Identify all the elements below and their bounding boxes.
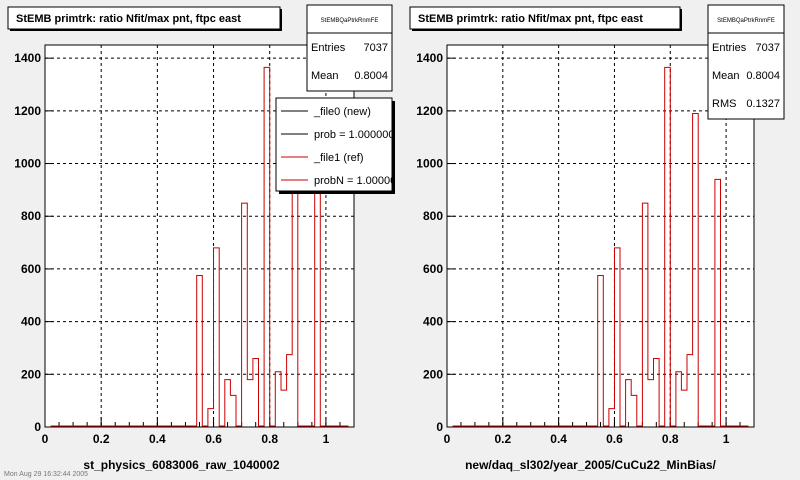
stats-row-label: Entries bbox=[311, 42, 346, 54]
y-tick-label: 400 bbox=[423, 315, 443, 329]
stats-row-label: Mean bbox=[712, 70, 740, 82]
legend-label: prob = 1.000000 bbox=[314, 129, 394, 141]
x-tick-label: 0.4 bbox=[550, 432, 567, 446]
x-tick-label: 0.6 bbox=[606, 432, 623, 446]
stats-row-value: 0.8004 bbox=[746, 70, 780, 82]
x-tick-label: 0.8 bbox=[261, 432, 278, 446]
stats-row-label: Mean bbox=[311, 70, 339, 82]
y-tick-label: 0 bbox=[436, 420, 443, 434]
y-tick-label: 1400 bbox=[14, 51, 41, 65]
left-pad: 0 200 400 600 800 1000 1200 1400 0 0.2 0.4 0.6 0.8 1 s… bbox=[7, 4, 402, 472]
x-tick-label: 0 bbox=[42, 432, 49, 446]
x-axis-label: st_physics_6083006_raw_1040002 bbox=[83, 458, 279, 472]
x-tick-label: 0.2 bbox=[494, 432, 511, 446]
y-tick-label: 1200 bbox=[14, 104, 41, 118]
x-tick-label: 0.8 bbox=[662, 432, 679, 446]
y-tick-label: 1200 bbox=[416, 104, 443, 118]
stats-box bbox=[306, 4, 393, 92]
chart-title: StEMB primtrk: ratio Nfit/max pnt, ftpc … bbox=[16, 13, 241, 25]
legend-label: probN = 1.000000 bbox=[314, 175, 402, 187]
stats-row-label: RMS bbox=[712, 98, 736, 110]
footer-timestamp: Mon Aug 29 16:32:44 2005 bbox=[4, 471, 88, 478]
y-tick-label: 0 bbox=[34, 420, 41, 434]
title-box bbox=[409, 6, 681, 30]
x-tick-label: 0.4 bbox=[149, 432, 166, 446]
stats-row-value: 0.1327 bbox=[746, 98, 780, 110]
y-tick-label: 1000 bbox=[416, 157, 443, 171]
y-tick-label: 400 bbox=[21, 315, 41, 329]
y-tick-label: 600 bbox=[423, 262, 443, 276]
stats-title: StEMBQaPtrkRnmFE bbox=[717, 18, 775, 24]
title-box bbox=[7, 6, 281, 30]
x-tick-label: 1 bbox=[723, 432, 730, 446]
legend-label: _file1 (ref) bbox=[313, 152, 364, 164]
histogram-series bbox=[452, 66, 749, 427]
y-tick-label: 600 bbox=[21, 262, 41, 276]
x-tick-label: 1 bbox=[323, 432, 330, 446]
x-axis-label: new/daq_sl302/year_2005/CuCu22_MinBias/ bbox=[465, 458, 716, 472]
y-tick-label: 200 bbox=[423, 367, 443, 381]
legend-entries: _file0 (new) prob = 1.000000 _file1 (ref) p… bbox=[281, 106, 402, 187]
chart-title: StEMB primtrk: ratio Nfit/max pnt, ftpc … bbox=[418, 13, 643, 25]
x-tick-label: 0.6 bbox=[205, 432, 222, 446]
stats-box bbox=[707, 4, 785, 120]
legend-label: _file0 (new) bbox=[313, 106, 371, 118]
right-pad: 0 200 400 600 800 1000 1200 1400 0 0.2 0.4 0.6 0.8 1n… bbox=[409, 4, 785, 472]
plot-frame bbox=[446, 44, 755, 428]
stats-row-value: 0.8004 bbox=[354, 70, 388, 82]
x-tick-label: 0 bbox=[444, 432, 451, 446]
y-tick-label: 800 bbox=[423, 209, 443, 223]
x-tick-label: 0.2 bbox=[93, 432, 110, 446]
y-tick-label: 200 bbox=[21, 367, 41, 381]
y-tick-label: 800 bbox=[21, 209, 41, 223]
stats-row-value: 7037 bbox=[364, 42, 388, 54]
legend bbox=[275, 97, 393, 192]
stats-title: StEMBQaPtrkRnmFE bbox=[321, 18, 379, 24]
stats-row-label: Entries bbox=[712, 42, 747, 54]
y-tick-label: 1400 bbox=[416, 51, 443, 65]
histogram-series bbox=[50, 66, 349, 427]
stats-row-value: 7037 bbox=[756, 42, 780, 54]
y-tick-label: 1000 bbox=[14, 157, 41, 171]
